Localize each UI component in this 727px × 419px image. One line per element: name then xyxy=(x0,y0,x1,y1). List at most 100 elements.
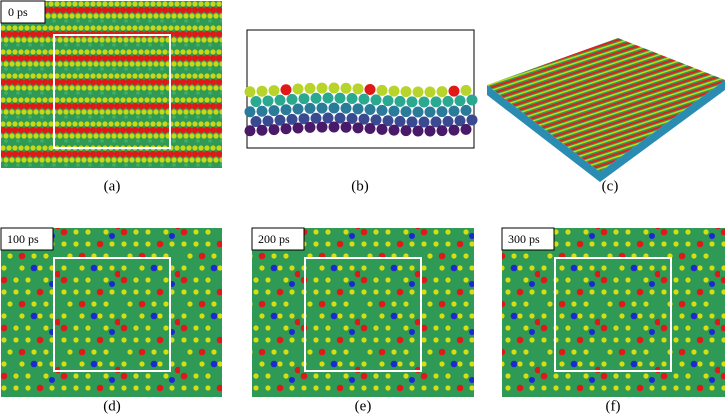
atom xyxy=(322,92,334,104)
atom xyxy=(244,125,256,137)
time-label: 100 ps xyxy=(7,232,39,246)
atom xyxy=(256,105,268,117)
atom xyxy=(442,95,454,107)
atom xyxy=(442,115,454,127)
atom xyxy=(364,84,376,96)
atom xyxy=(286,113,298,125)
atom xyxy=(460,104,472,116)
atom xyxy=(388,85,400,97)
atom xyxy=(310,112,322,124)
time-box xyxy=(0,227,54,251)
snapshot-image xyxy=(252,228,474,397)
time-box xyxy=(501,227,555,251)
atom xyxy=(298,113,310,125)
atom xyxy=(436,106,448,118)
atom xyxy=(430,96,442,108)
atom xyxy=(424,125,436,137)
atom xyxy=(370,114,382,126)
time-box xyxy=(251,227,305,251)
atom xyxy=(436,86,448,98)
atom xyxy=(274,94,286,106)
sheet-3d xyxy=(487,38,725,172)
atom xyxy=(304,82,316,94)
atom xyxy=(364,104,376,116)
atom xyxy=(388,105,400,117)
atom xyxy=(460,84,472,96)
atom xyxy=(280,84,292,96)
atom xyxy=(406,116,418,128)
atom xyxy=(376,84,388,96)
atom xyxy=(400,106,412,118)
atom xyxy=(418,116,430,128)
atom xyxy=(292,103,304,115)
atom xyxy=(340,121,352,133)
atom xyxy=(250,116,262,128)
atom xyxy=(280,104,292,116)
atom xyxy=(256,85,268,97)
atom xyxy=(340,102,352,114)
atom xyxy=(274,114,286,126)
atom xyxy=(460,123,472,135)
atom xyxy=(436,125,448,137)
atom xyxy=(406,96,418,108)
atom xyxy=(346,113,358,125)
atom xyxy=(292,83,304,95)
panel-label: (c) xyxy=(602,178,619,194)
atom xyxy=(268,105,280,117)
atom xyxy=(388,124,400,136)
atom xyxy=(352,122,364,134)
cell-box xyxy=(53,34,171,149)
atom xyxy=(394,115,406,127)
atom xyxy=(412,86,424,98)
atom xyxy=(304,121,316,133)
atom xyxy=(364,123,376,135)
atom xyxy=(268,124,280,136)
sheet-edge xyxy=(487,80,725,182)
atom xyxy=(316,82,328,94)
atom xyxy=(298,93,310,105)
atom xyxy=(454,95,466,107)
atom xyxy=(352,83,364,95)
atom xyxy=(448,85,460,97)
cell-box xyxy=(554,257,672,372)
atom xyxy=(316,102,328,114)
time-label: 200 ps xyxy=(258,232,290,246)
panel-label: (d) xyxy=(103,398,121,414)
atom xyxy=(334,112,346,124)
atom xyxy=(424,86,436,98)
atom xyxy=(310,92,322,104)
panel-label: (e) xyxy=(355,398,372,414)
atom xyxy=(454,115,466,127)
cell-box xyxy=(304,257,422,372)
atom xyxy=(346,93,358,105)
atom xyxy=(352,103,364,115)
panel-label: (b) xyxy=(351,178,369,194)
atom xyxy=(328,82,340,94)
atom xyxy=(376,123,388,135)
atom xyxy=(304,102,316,114)
time-label: 0 ps xyxy=(8,5,28,19)
atom xyxy=(262,115,274,127)
snapshot-image xyxy=(502,228,725,397)
atom xyxy=(328,121,340,133)
atom xyxy=(358,113,370,125)
atom xyxy=(412,106,424,118)
snapshot-image xyxy=(1,1,222,168)
panel-label: (f) xyxy=(606,398,621,414)
atom xyxy=(424,106,436,118)
atom xyxy=(250,96,262,108)
atom xyxy=(466,94,478,106)
atom xyxy=(382,95,394,107)
atom xyxy=(340,82,352,94)
atom xyxy=(280,123,292,135)
cell-box xyxy=(53,257,171,372)
atom xyxy=(466,114,478,126)
atom xyxy=(382,115,394,127)
atom xyxy=(376,104,388,116)
atom xyxy=(322,112,334,124)
atom xyxy=(328,102,340,114)
atom xyxy=(286,93,298,105)
atom xyxy=(262,95,274,107)
atom xyxy=(316,121,328,133)
atom xyxy=(268,85,280,97)
